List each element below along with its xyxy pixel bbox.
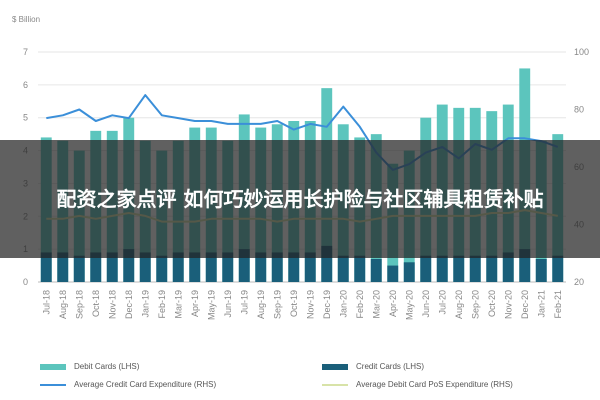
x-tick-label: Jan-19 (140, 290, 150, 318)
credit-card-bar (552, 255, 564, 282)
x-tick-label: May-20 (404, 290, 414, 320)
credit-card-bar (535, 259, 547, 282)
credit-card-bar (486, 255, 498, 282)
x-tick-label: Mar-20 (371, 290, 381, 319)
credit-card-bar (403, 262, 415, 282)
x-tick-label: Oct-19 (289, 290, 299, 317)
banner-text: 配资之家点评 如何巧妙运用长护险与社区辅具租赁补贴 (56, 186, 544, 211)
credit-card-bar (205, 252, 217, 282)
legend-item-credit: Credit Cards (LHS) (322, 362, 424, 371)
x-tick-label: Nov-18 (107, 290, 117, 319)
credit-card-bar (519, 249, 531, 282)
left-tick-label: 6 (23, 80, 28, 90)
credit-card-bar (73, 255, 85, 282)
left-tick-label: 5 (23, 113, 28, 123)
legend-label-credit: Credit Cards (LHS) (356, 362, 425, 371)
x-tick-label: Aug-18 (58, 290, 68, 319)
x-tick-label: Jan-21 (536, 290, 546, 318)
x-axis-ticks: Jul-18 Aug-18 Sep-18 Oct-18 Nov-18 Dec-18 Jan-… (41, 290, 563, 320)
credit-card-bar (255, 252, 267, 282)
legend-label-avg-debit: Average Debit Card PoS Expenditure (RHS) (356, 380, 513, 389)
legend-swatch-avg-debit (322, 383, 348, 386)
right-tick-label: 100 (574, 47, 589, 57)
credit-card-bar (502, 252, 514, 282)
credit-card-bar (238, 249, 250, 282)
legend: Debit Cards (LHS) Credit Cards (LHS) Ave… (40, 360, 590, 400)
credit-card-bar (387, 265, 399, 282)
x-tick-label: May-19 (206, 290, 216, 320)
legend-item-debit: Debit Cards (LHS) (40, 362, 139, 371)
right-tick-label: 80 (574, 105, 584, 115)
credit-card-bar (321, 245, 333, 282)
credit-card-bar (57, 252, 69, 282)
x-tick-label: Nov-20 (503, 290, 513, 319)
x-tick-label: Aug-20 (454, 290, 464, 319)
x-tick-label: Mar-19 (173, 290, 183, 319)
x-tick-label: Jun-19 (223, 290, 233, 318)
x-tick-label: Jul-18 (41, 290, 51, 315)
credit-card-bar (370, 259, 382, 282)
x-tick-label: Aug-19 (256, 290, 266, 319)
watermark-banner: 配资之家点评 如何巧妙运用长护险与社区辅具租赁补贴 (0, 140, 600, 258)
credit-card-bar (436, 255, 448, 282)
credit-card-bar (304, 252, 316, 282)
x-tick-label: Nov-19 (305, 290, 315, 319)
credit-card-bar (172, 252, 184, 282)
credit-card-bar (156, 255, 168, 282)
left-axis-unit-label: $ Billion (12, 15, 40, 24)
legend-swatch-debit (40, 363, 66, 370)
x-tick-label: Feb-21 (553, 290, 563, 319)
credit-card-bar (189, 252, 201, 282)
x-tick-label: Apr-19 (190, 290, 200, 317)
credit-card-bar (337, 255, 349, 282)
x-tick-label: Oct-20 (487, 290, 497, 317)
legend-item-avg-credit: Average Credit Card Expenditure (RHS) (40, 380, 216, 389)
x-tick-label: Dec-20 (520, 290, 530, 319)
credit-card-bar (40, 252, 52, 282)
x-tick-label: Jul-20 (437, 290, 447, 315)
legend-swatch-avg-credit (40, 383, 66, 386)
x-tick-label: Feb-20 (355, 290, 365, 319)
credit-card-bar (288, 252, 300, 282)
x-tick-label: Sep-20 (470, 290, 480, 319)
x-tick-label: Feb-19 (157, 290, 167, 319)
legend-label-debit: Debit Cards (LHS) (74, 362, 140, 371)
credit-card-bar (271, 252, 283, 282)
x-tick-label: Jan-20 (338, 290, 348, 318)
legend-label-avg-credit: Average Credit Card Expenditure (RHS) (74, 380, 217, 389)
credit-card-bar (469, 255, 481, 282)
credit-card-bar (354, 255, 366, 282)
legend-item-avg-debit: Average Debit Card PoS Expenditure (RHS) (322, 380, 513, 389)
x-tick-label: Dec-18 (124, 290, 134, 319)
x-tick-label: Oct-18 (91, 290, 101, 317)
right-tick-label: 20 (574, 277, 584, 287)
credit-card-bar (420, 255, 432, 282)
x-tick-label: Apr-20 (388, 290, 398, 317)
x-tick-label: Dec-19 (322, 290, 332, 319)
x-tick-label: Jun-20 (421, 290, 431, 318)
credit-card-bar (106, 252, 118, 282)
credit-card-bar (123, 249, 135, 282)
credit-card-bar (222, 252, 234, 282)
credit-card-bar (90, 252, 102, 282)
left-tick-label: 7 (23, 47, 28, 57)
credit-card-bar (453, 255, 465, 282)
x-tick-label: Jul-19 (239, 290, 249, 315)
x-tick-label: Sep-18 (74, 290, 84, 319)
legend-swatch-credit (322, 363, 348, 370)
x-tick-label: Sep-19 (272, 290, 282, 319)
credit-card-bar (139, 252, 151, 282)
left-tick-label: 0 (23, 277, 28, 287)
